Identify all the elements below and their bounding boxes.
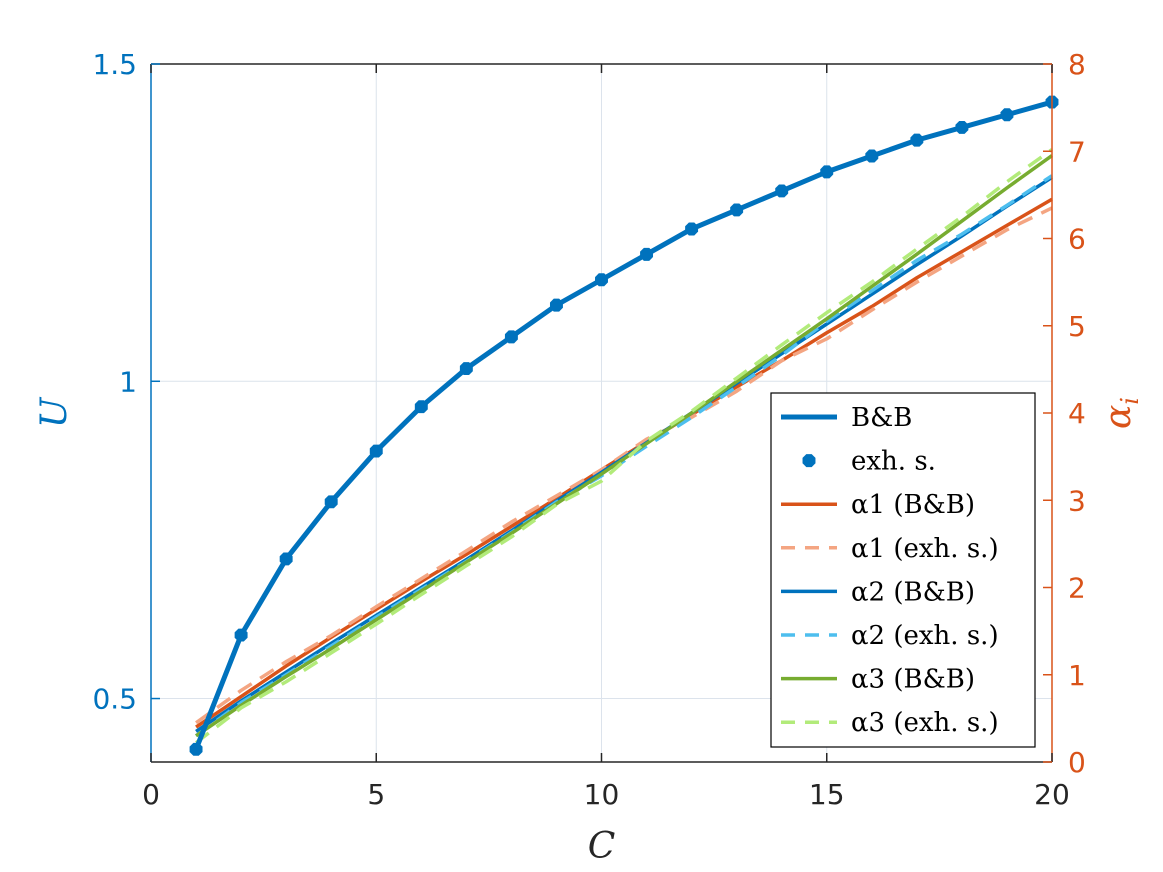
legend-entry-label: B&B — [851, 403, 912, 433]
left-y-axis-label: U — [34, 396, 75, 428]
series-alpha1-exh — [195, 206, 1053, 725]
right-y-tick-label: 8 — [1068, 48, 1086, 81]
legend: B&B exh. s. α1 (B&B) α1 (exh. s.) α2 (B&B) α2… — [770, 392, 1036, 748]
exh-s-data-point — [459, 362, 473, 376]
ticks-layer: 0 5 10 15 20 0.5 1 1.5 0 1 2 3 4 5 6 7 8 — [92, 48, 1085, 811]
legend-entry-label: α2 (B&B) — [851, 577, 975, 607]
exh-s-data-point — [775, 184, 789, 198]
legend-entry-label: exh. s. — [851, 447, 936, 477]
right-y-axis-label: αi — [1098, 397, 1144, 429]
exh-s-data-point — [595, 273, 608, 287]
right-y-tick-label: 4 — [1068, 397, 1086, 430]
exh-s-data-point — [234, 628, 248, 642]
left-y-tick-label: 1.5 — [92, 48, 137, 81]
right-y-tick-label: 2 — [1068, 572, 1086, 605]
exh-s-data-point — [685, 222, 699, 236]
right-y-tick-label: 7 — [1068, 135, 1086, 168]
left-y-tick-label: 0.5 — [92, 683, 137, 716]
legend-box — [770, 392, 1036, 748]
left-y-tick-label: 1 — [119, 365, 137, 398]
exh-s-data-point — [640, 247, 654, 261]
right-y-tick-label: 6 — [1068, 223, 1086, 256]
exh-s-data-point — [414, 400, 428, 414]
legend-entry-label: α1 (exh. s.) — [851, 534, 999, 564]
axis-labels: C U αi — [34, 396, 1144, 867]
series-alpha3-exh — [194, 148, 1054, 745]
exh-s-data-point — [504, 330, 518, 344]
series-alpha2-exh — [195, 174, 1053, 738]
legend-entry-label: α3 (exh. s.) — [851, 708, 999, 738]
right-y-tick-label: 0 — [1068, 746, 1086, 779]
series-layer — [189, 95, 1059, 756]
exh-s-data-point — [865, 149, 879, 163]
x-tick-label: 20 — [1034, 778, 1070, 811]
exh-s-data-point — [730, 203, 744, 217]
right-y-tick-label: 1 — [1068, 659, 1086, 692]
legend-entry-label: α3 (B&B) — [851, 665, 975, 695]
exh-s-data-point — [189, 742, 203, 756]
x-tick-label: 0 — [142, 778, 160, 811]
x-tick-label: 5 — [367, 778, 385, 811]
x-tick-label: 10 — [584, 778, 620, 811]
legend-marker — [802, 454, 816, 468]
right-y-tick-label: 3 — [1068, 484, 1086, 517]
series-bb-line — [193, 99, 1053, 751]
exh-s-data-point — [279, 552, 293, 566]
exh-s-data-point — [820, 165, 834, 179]
right-y-tick-label: 5 — [1068, 310, 1086, 343]
series-alpha3-bb — [195, 154, 1054, 738]
x-tick-label: 15 — [809, 778, 845, 811]
exh-s-data-point — [955, 120, 969, 134]
right-y-axis-label-base: α — [1098, 405, 1139, 429]
legend-entry-label: α1 (B&B) — [851, 490, 975, 520]
x-axis-label: C — [588, 826, 616, 867]
right-y-axis-label-subscript: i — [1116, 397, 1144, 405]
exh-s-data-point — [369, 444, 383, 458]
exh-s-data-point — [324, 495, 338, 509]
exh-s-data-point — [549, 298, 563, 312]
legend-entry-label: α2 (exh. s.) — [851, 621, 999, 651]
exh-s-data-point — [910, 133, 924, 147]
exh-s-data-point — [1000, 108, 1014, 122]
